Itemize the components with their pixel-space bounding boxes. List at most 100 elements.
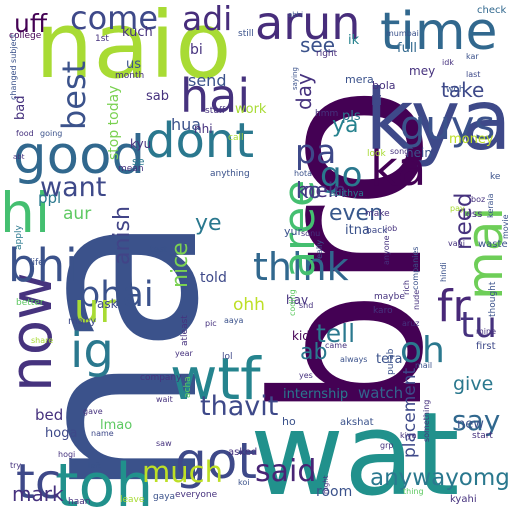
cloud-word: bhai — [78, 275, 154, 315]
cloud-word: aur — [63, 204, 92, 224]
cloud-word: bed — [35, 406, 64, 424]
cloud-word: new — [457, 417, 484, 432]
cloud-word: work — [235, 102, 267, 117]
cloud-word: atleast — [180, 315, 190, 346]
cloud-word: always — [340, 355, 368, 364]
cloud-word: haan — [68, 497, 91, 507]
cloud-word: abt — [13, 153, 25, 161]
cloud-word: food — [16, 129, 34, 138]
cloud-word: got — [175, 432, 257, 490]
cloud-word: give — [453, 373, 494, 395]
cloud-word: apply — [14, 225, 24, 250]
cloud-word: keraia — [486, 193, 495, 218]
cloud-word: ka — [370, 141, 427, 197]
cloud-word: last — [466, 70, 481, 79]
cloud-word: share — [31, 336, 54, 345]
cloud-word: try — [10, 461, 22, 470]
cloud-word: lol — [222, 352, 233, 362]
cloud-word: kid — [292, 329, 310, 343]
cloud-word: rich — [402, 280, 411, 295]
cloud-word: sonu — [301, 229, 321, 238]
cloud-word: really — [315, 239, 324, 262]
cloud-word: karo — [373, 306, 393, 316]
cloud-word: wtf — [170, 345, 261, 413]
cloud-word: grp — [380, 441, 394, 450]
cloud-word: bi — [190, 42, 203, 58]
cloud-word: ke — [490, 172, 501, 182]
cloud-word: best — [55, 60, 93, 130]
cloud-word: still — [238, 29, 254, 39]
cloud-word: check — [477, 5, 507, 16]
cloud-word: se — [132, 155, 145, 168]
cloud-word: thing — [403, 487, 424, 496]
cloud-word: hoga — [45, 426, 78, 441]
cloud-word: look — [367, 149, 386, 159]
cloud-word: nhi — [194, 122, 213, 136]
cloud-word: ko — [296, 179, 322, 204]
cloud-word: acha — [183, 376, 193, 398]
cloud-word: ya — [332, 113, 359, 138]
cloud-word: test — [150, 245, 168, 255]
cloud-word: much — [142, 455, 223, 489]
cloud-word: yur — [284, 225, 303, 238]
cloud-word: mey — [409, 64, 436, 78]
cloud-word: kya — [365, 71, 512, 169]
cloud-word: anything — [210, 169, 250, 179]
cloud-word: coding — [288, 289, 297, 316]
cloud-word: adithya — [330, 189, 364, 199]
cloud-word: start — [472, 431, 493, 441]
cloud-word: us — [126, 57, 142, 72]
cloud-word: boz — [471, 195, 486, 204]
cloud-word: hua — [171, 115, 202, 134]
cloud-word: many — [68, 316, 97, 327]
cloud-word: sab — [146, 89, 169, 104]
cloud-word: mean — [118, 164, 144, 174]
cloud-word: song — [390, 147, 410, 156]
cloud-word: pay — [450, 204, 465, 213]
cloud-word: tell — [316, 319, 356, 348]
cloud-word: pls — [342, 109, 361, 124]
cloud-word: hai — [180, 69, 251, 123]
cloud-word: mera — [345, 73, 374, 86]
cloud-word: ye — [195, 211, 222, 236]
cloud-word: life — [30, 258, 44, 268]
cloud-word: less — [463, 209, 483, 220]
cloud-word: ik — [348, 33, 360, 48]
cloud-word: vahi — [448, 239, 465, 248]
cloud-word: better — [16, 298, 44, 308]
cloud-word: bola — [372, 79, 396, 92]
cloud-word: ppl — [38, 189, 62, 207]
cloud-word: ho — [282, 415, 296, 428]
cloud-word: hota — [294, 169, 313, 178]
cloud-word: job — [385, 224, 398, 233]
cloud-word: ur — [74, 286, 116, 332]
cloud-word: tera — [376, 352, 403, 367]
cloud-word: anish — [110, 206, 135, 265]
cloud-word: toh — [55, 451, 154, 515]
cloud-word: hein — [406, 146, 432, 160]
cloud-word: pa — [295, 132, 337, 171]
cloud-word: want — [40, 172, 107, 203]
cloud-word: nude — [412, 289, 421, 310]
cloud-word: mein — [296, 178, 347, 202]
cloud-word: fr — [437, 281, 471, 332]
cloud-word: pic — [205, 319, 217, 328]
cloud-word: shd — [299, 301, 314, 310]
cloud-word: mine — [476, 327, 497, 336]
cloud-word: said — [255, 454, 317, 489]
cloud-word: arun — [255, 0, 361, 50]
cloud-word: think — [253, 245, 349, 289]
cloud-word: year — [175, 349, 193, 358]
cloud-word: hi — [0, 181, 51, 245]
cloud-word: oh — [400, 330, 445, 371]
cloud-word: lmao — [100, 418, 133, 433]
cloud-word: changed subject — [9, 33, 18, 100]
cloud-word: see — [300, 33, 336, 57]
cloud-word: saw — [156, 439, 172, 448]
cloud-word: left — [88, 461, 101, 470]
cloud-word: wait — [156, 395, 173, 404]
cloud-word: adi — [182, 0, 233, 38]
cloud-word: month — [115, 71, 145, 81]
cloud-word: call — [228, 133, 244, 143]
